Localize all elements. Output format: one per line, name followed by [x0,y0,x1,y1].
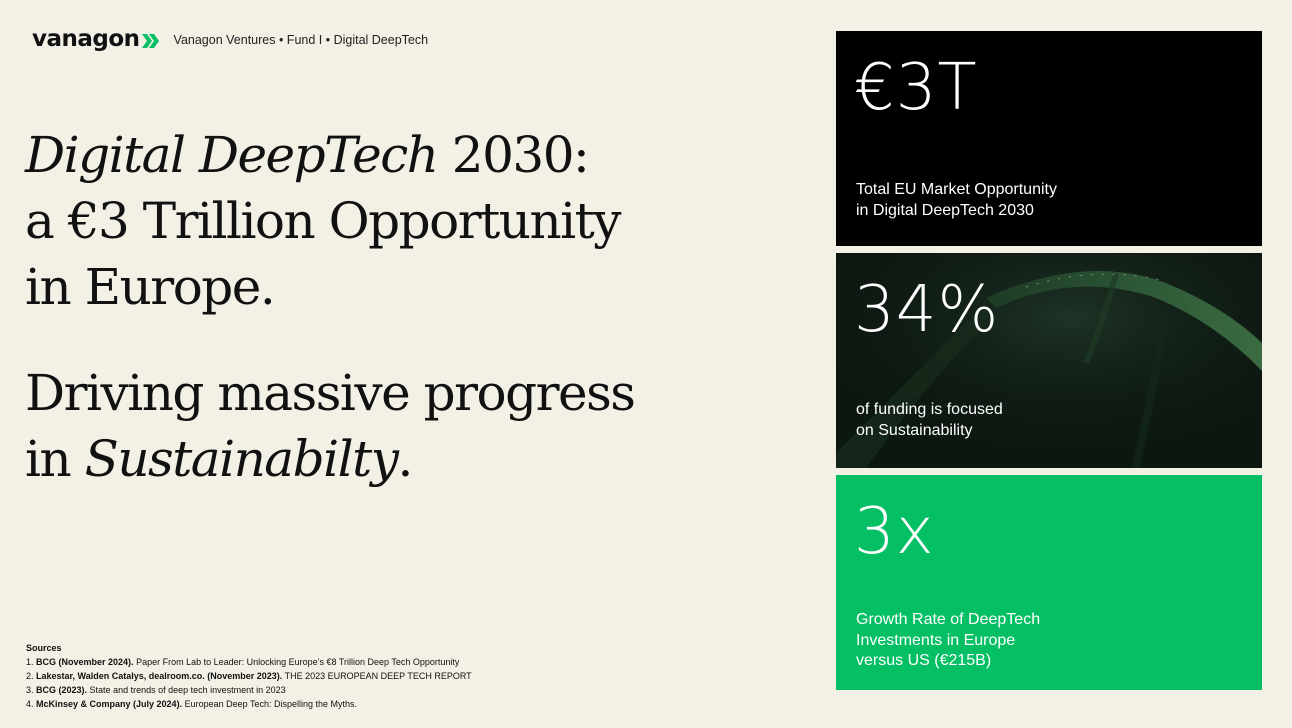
source-item: 3. BCG (2023). State and trends of deep … [26,683,472,697]
stat-value: €3T [854,51,978,125]
stat-card-sustainability: 34% of funding is focused on Sustainabil… [836,253,1262,468]
stat-card-growth: 3x Growth Rate of DeepTech Investments i… [836,475,1262,690]
source-text: European Deep Tech: Dispelling the Myths… [182,699,358,709]
sources-section: Sources 1. BCG (November 2024). Paper Fr… [26,641,472,711]
headline-italic-1: Digital DeepTech [25,126,439,184]
headline-line-1: Digital DeepTech 2030: [25,122,725,188]
logo-wordmark: vanagon [32,26,140,52]
source-item: 4. McKinsey & Company (July 2024). Europ… [26,697,472,711]
source-author: BCG (2023). [36,685,88,695]
stat-desc-line: versus US (€215B) [856,652,992,669]
stat-value: 3x [854,495,935,569]
source-item: 1. BCG (November 2024). Paper From Lab t… [26,655,472,669]
stat-desc-line: of funding is focused [856,401,1003,418]
source-text: Paper From Lab to Leader: Unlocking Euro… [133,657,460,667]
brand-header: vanagon Vanagon Ventures • Fund I • Digi… [32,26,428,52]
stat-desc-line: in Digital DeepTech 2030 [856,201,1034,219]
stat-desc-line: Investments in Europe [856,631,1016,649]
stat-description: of funding is focused on Sustainability [856,400,1156,441]
stat-desc-line: Total EU Market Opportunity [856,181,1057,198]
headline-line-5: in Sustainabilty. [25,426,725,492]
stat-desc-line: on Sustainability [856,421,973,439]
grass-leaf-photo [836,253,1262,468]
source-item: 2. Lakestar, Walden Catalys, dealroom.co… [26,669,472,683]
logo-chevrons-icon [141,33,160,48]
sources-title: Sources [26,643,62,653]
stat-description: Growth Rate of DeepTech Investments in E… [856,610,1176,672]
source-author: McKinsey & Company (July 2024). [36,699,183,709]
source-number: 4. [26,699,37,709]
source-number: 3. [26,685,37,695]
headline-italic-2: Sustainabilty [84,430,399,488]
headline-line-4: Driving massive progress [25,364,636,422]
headline-year: 2030: [437,126,590,184]
source-number: 1. [26,657,37,667]
source-text: THE 2023 EUROPEAN DEEP TECH REPORT [282,671,472,681]
page-title: Digital DeepTech 2030: a €3 Trillion Opp… [25,122,725,492]
fund-tagline: Vanagon Ventures • Fund I • Digital Deep… [173,33,429,47]
headline-spacer [25,320,725,360]
source-number: 2. [26,671,37,681]
headline-line-2: a €3 Trillion Opportunity [25,192,621,250]
headline-line-3: in Europe. [25,258,276,316]
source-text: State and trends of deep tech investment… [87,685,286,695]
source-author: Lakestar, Walden Catalys, dealroom.co. (… [36,671,283,681]
stat-description: Total EU Market Opportunity in Digital D… [856,180,1156,221]
headline-line-5-post: . [397,430,413,488]
source-author: BCG (November 2024). [36,657,134,667]
stat-card-market: €3T Total EU Market Opportunity in Digit… [836,31,1262,246]
stat-desc-line: Growth Rate of DeepTech [856,611,1041,628]
headline-line-5-pre: in [25,430,85,488]
stat-value: 34% [854,273,1000,347]
